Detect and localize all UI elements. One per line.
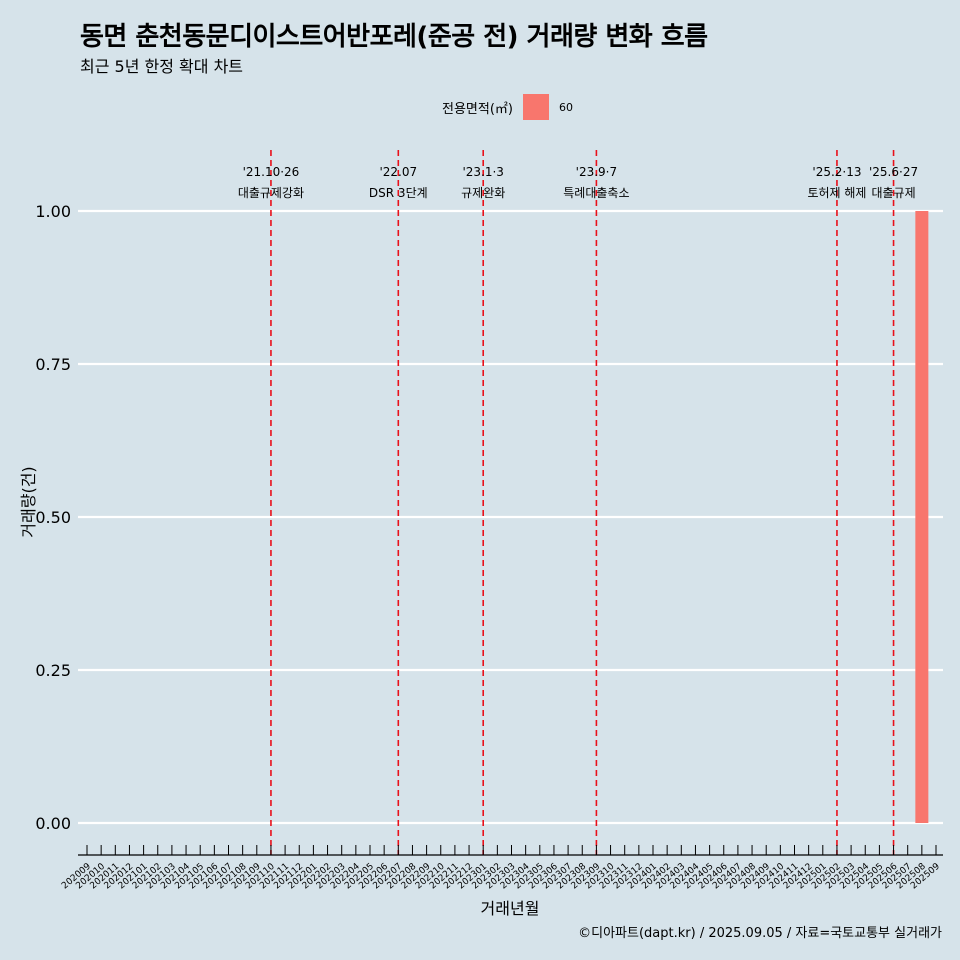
legend-label-60: 60 — [558, 100, 573, 114]
event-name-label: 토허제 해제 — [807, 186, 866, 200]
bar-202508 — [915, 211, 929, 823]
y-tick-label: 0.50 — [35, 508, 71, 527]
y-axis-title: 거래량(건) — [19, 466, 38, 537]
source-caption: ©디아파트(dapt.kr) / 2025.09.05 / 자료=국토교통부 실… — [578, 926, 942, 941]
event-date-label: '21.10·26 — [243, 165, 300, 179]
legend-swatch-60 — [522, 94, 549, 120]
event-name-label: 대출규제 — [871, 186, 915, 200]
chart-subtitle: 최근 5년 한정 확대 차트 — [80, 57, 244, 76]
event-date-label: '23.9·7 — [576, 165, 617, 179]
event-name-label: 규제완화 — [461, 186, 505, 200]
chart-title: 동면 춘천동문디이스트어반포레(준공 전) 거래량 변화 흐름 — [80, 22, 708, 52]
event-date-label: '22.07 — [379, 165, 417, 179]
y-tick-label: 0.00 — [35, 814, 71, 833]
y-tick-label: 0.25 — [35, 661, 71, 680]
event-date-label: '25.2·13 — [812, 165, 861, 179]
event-name-label: DSR 3단계 — [369, 186, 428, 200]
y-tick-label: 1.00 — [35, 202, 71, 221]
event-date-label: '25.6·27 — [869, 165, 918, 179]
legend: 전용면적(㎡) 60 — [442, 93, 573, 121]
y-tick-label: 0.75 — [35, 355, 71, 374]
event-date-label: '23.1·3 — [462, 165, 503, 179]
legend-title: 전용면적(㎡) — [442, 101, 513, 117]
x-axis-title: 거래년월 — [481, 899, 540, 918]
event-name-label: 특례대출축소 — [563, 186, 629, 200]
event-name-label: 대출규제강화 — [238, 186, 304, 200]
